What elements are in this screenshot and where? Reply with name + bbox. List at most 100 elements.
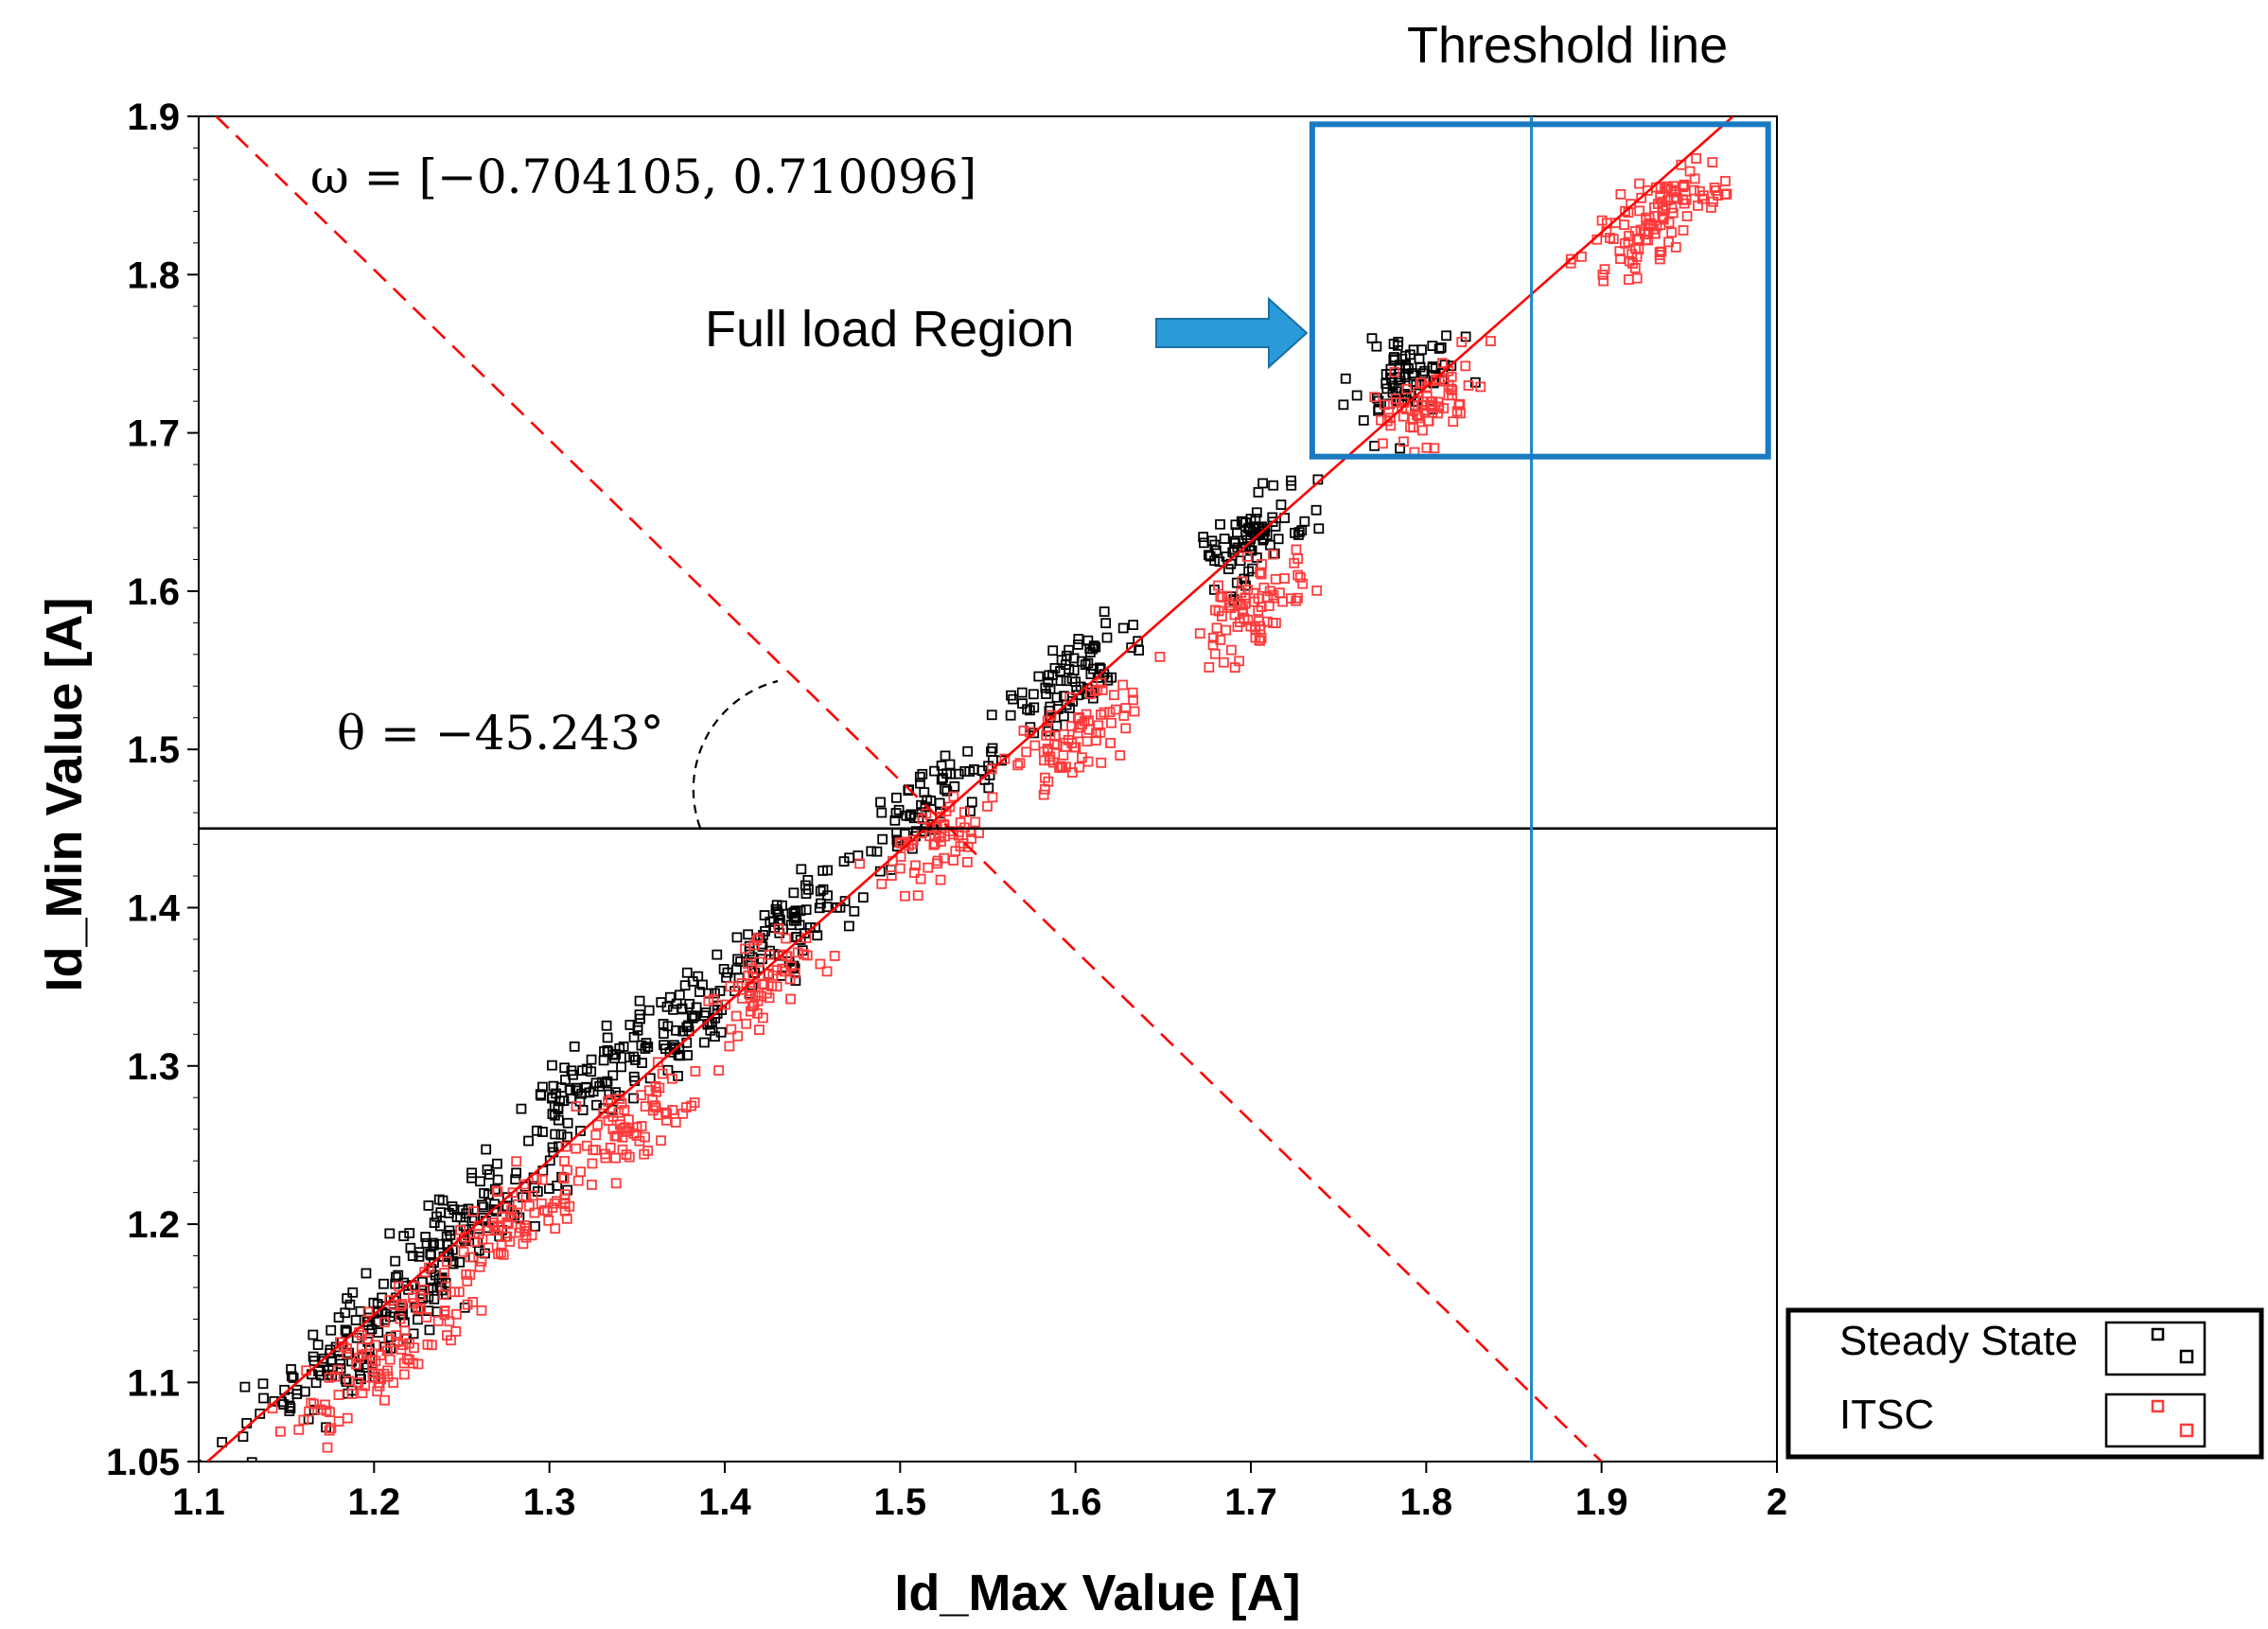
scatter-point (921, 808, 932, 819)
scatter-point (1047, 645, 1059, 657)
scatter-point (610, 1178, 622, 1189)
scatter-point (490, 1225, 501, 1235)
scatter-point (671, 1025, 681, 1036)
scatter-point (1115, 750, 1126, 761)
x-axis-title: Id_Max Value [A] (894, 1565, 1300, 1621)
scatter-point (483, 1169, 495, 1180)
scatter-point (384, 1311, 396, 1322)
scatter-point (1243, 523, 1254, 534)
scatter-point (1351, 390, 1363, 401)
scatter-point (592, 1119, 603, 1130)
scatter-point (613, 1107, 624, 1118)
scatter-point (1275, 499, 1287, 510)
scatter-point (1105, 738, 1116, 748)
scatter-point (1620, 205, 1630, 217)
scatter-point (1086, 687, 1098, 698)
scatter-point (893, 804, 905, 815)
scatter-point (439, 1309, 450, 1321)
scatter-point (1005, 709, 1016, 721)
scatter-point (465, 1252, 476, 1263)
scatter-point (450, 1326, 462, 1337)
scatter-point (566, 1065, 577, 1077)
scatter-point (492, 1186, 503, 1198)
scatter-point (886, 870, 897, 882)
scatter-point (552, 1196, 562, 1207)
y-tick-label: 1.1 (127, 1362, 180, 1404)
scatter-point (1662, 181, 1673, 192)
scatter-point (618, 1041, 629, 1052)
scatter-point (555, 1129, 567, 1140)
scatter-point (1413, 411, 1424, 421)
scatter-point (788, 887, 800, 899)
scatter-point (1058, 710, 1069, 722)
reference-lines (199, 116, 1777, 1462)
scatter-point (1064, 644, 1075, 656)
scatter-point (889, 814, 901, 826)
scatter-point (935, 874, 946, 885)
scatter-point (1206, 535, 1218, 547)
scatter-point (1242, 615, 1254, 625)
scatter-point (1649, 201, 1660, 213)
scatter-point (1049, 662, 1061, 674)
scatter-point (1061, 762, 1071, 773)
scatter-point (1215, 518, 1225, 530)
scatter-point (812, 930, 823, 941)
scatter-point (634, 1135, 645, 1147)
scatter-point (544, 1183, 554, 1194)
scatter-point (1051, 692, 1063, 703)
scatter-point (1697, 193, 1708, 204)
scatter-point (1384, 412, 1396, 424)
scatter-point (561, 1213, 572, 1224)
scatter-point (378, 1317, 390, 1328)
scatter-point (1670, 241, 1681, 253)
scatter-point (1128, 694, 1138, 706)
threshold-line-label: Threshold line (1407, 17, 1728, 74)
scatter-point (512, 1199, 523, 1210)
scatter-point (1379, 399, 1390, 411)
scatter-point (1270, 573, 1281, 585)
scatter-point (558, 1095, 570, 1107)
scatter-point (767, 970, 779, 981)
scatter-point (1040, 772, 1050, 783)
scatter-point (502, 1218, 514, 1230)
scatter-point (399, 1325, 411, 1336)
scatter-point (1623, 274, 1634, 285)
scatter-point (511, 1156, 522, 1167)
scatter-point (479, 1187, 490, 1199)
y-tick-label: 1.2 (127, 1204, 180, 1246)
scatter-point (1668, 181, 1679, 192)
scatter-point (741, 1018, 752, 1029)
scatter-point (1058, 728, 1069, 740)
scatter-point (617, 1144, 628, 1155)
scatter-point (321, 1405, 332, 1416)
scatter-point (564, 1200, 575, 1212)
scatter-point (239, 1381, 251, 1393)
scatter-point (757, 978, 767, 990)
scatter-point (876, 807, 888, 818)
scatter-point (427, 1340, 437, 1351)
scatter-point (1709, 183, 1720, 193)
scatter-point (713, 1065, 725, 1076)
scatter-point (550, 1129, 561, 1140)
scatter-point (466, 1167, 477, 1179)
scatter-point (790, 975, 801, 987)
scatter-point (1429, 443, 1440, 454)
scatter-point (1401, 383, 1413, 394)
scatter-point (1213, 580, 1223, 591)
full-load-region-box (1309, 121, 1771, 460)
scatter-point (724, 1041, 735, 1052)
scatter-point (1268, 480, 1279, 491)
scatter-point (547, 1060, 557, 1071)
scatter-point (982, 800, 993, 812)
scatter-point (382, 1371, 394, 1382)
scatter-point (1655, 182, 1666, 192)
scatter-point (1256, 633, 1267, 643)
scatter-point (1074, 712, 1085, 723)
scatter-point (1441, 330, 1451, 342)
scatter-point (1221, 624, 1232, 636)
scatter-point (922, 795, 933, 806)
scatter-point (587, 1158, 598, 1169)
scatter-point (1400, 360, 1412, 372)
scatter-point (606, 1094, 616, 1105)
